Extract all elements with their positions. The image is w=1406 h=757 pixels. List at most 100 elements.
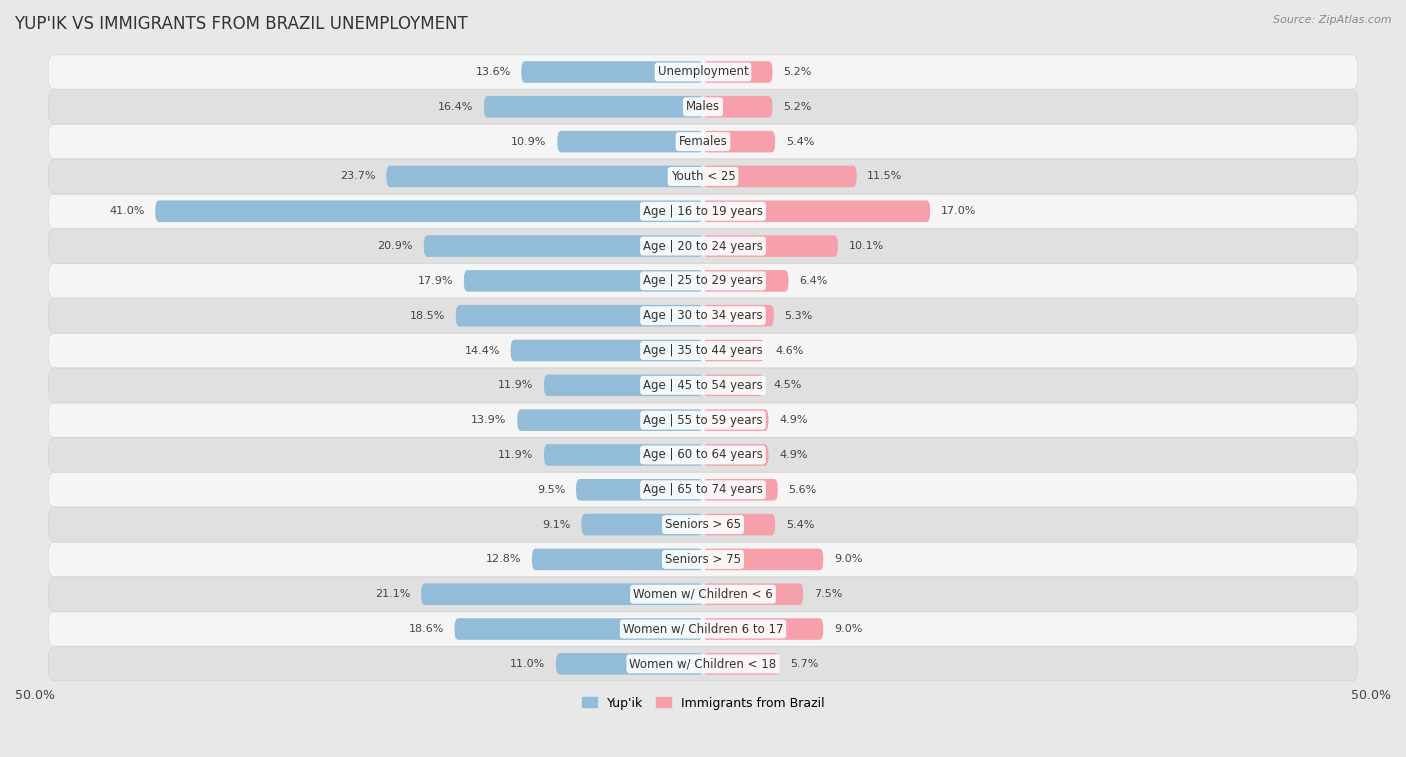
Text: Age | 60 to 64 years: Age | 60 to 64 years [643, 448, 763, 462]
FancyBboxPatch shape [703, 201, 931, 222]
Text: 4.6%: 4.6% [775, 345, 803, 356]
Text: Females: Females [679, 136, 727, 148]
FancyBboxPatch shape [703, 584, 803, 605]
FancyBboxPatch shape [48, 507, 1358, 542]
FancyBboxPatch shape [576, 479, 703, 500]
Text: 4.5%: 4.5% [773, 380, 803, 391]
FancyBboxPatch shape [464, 270, 703, 291]
FancyBboxPatch shape [48, 55, 1358, 89]
Legend: Yup'ik, Immigrants from Brazil: Yup'ik, Immigrants from Brazil [576, 692, 830, 715]
FancyBboxPatch shape [510, 340, 703, 361]
FancyBboxPatch shape [48, 542, 1358, 577]
Text: Seniors > 75: Seniors > 75 [665, 553, 741, 566]
FancyBboxPatch shape [703, 375, 763, 396]
Text: 9.5%: 9.5% [537, 484, 565, 495]
FancyBboxPatch shape [423, 235, 703, 257]
FancyBboxPatch shape [703, 270, 789, 291]
Text: Women w/ Children < 6: Women w/ Children < 6 [633, 587, 773, 601]
FancyBboxPatch shape [703, 96, 772, 117]
Text: Age | 65 to 74 years: Age | 65 to 74 years [643, 483, 763, 497]
FancyBboxPatch shape [422, 584, 703, 605]
Text: 10.1%: 10.1% [849, 241, 884, 251]
FancyBboxPatch shape [557, 131, 703, 152]
Text: 17.9%: 17.9% [418, 276, 453, 286]
Text: 13.6%: 13.6% [475, 67, 510, 77]
FancyBboxPatch shape [703, 479, 778, 500]
FancyBboxPatch shape [703, 653, 779, 674]
Text: 9.0%: 9.0% [834, 554, 862, 565]
Text: 5.2%: 5.2% [783, 101, 811, 112]
Text: Age | 35 to 44 years: Age | 35 to 44 years [643, 344, 763, 357]
Text: 5.2%: 5.2% [783, 67, 811, 77]
FancyBboxPatch shape [517, 410, 703, 431]
FancyBboxPatch shape [48, 577, 1358, 612]
Text: YUP'IK VS IMMIGRANTS FROM BRAZIL UNEMPLOYMENT: YUP'IK VS IMMIGRANTS FROM BRAZIL UNEMPLO… [14, 15, 468, 33]
Text: 10.9%: 10.9% [512, 136, 547, 147]
Text: 5.4%: 5.4% [786, 136, 814, 147]
Text: Age | 30 to 34 years: Age | 30 to 34 years [643, 309, 763, 322]
Text: 9.1%: 9.1% [543, 519, 571, 530]
Text: 11.0%: 11.0% [510, 659, 546, 669]
Text: 20.9%: 20.9% [378, 241, 413, 251]
Text: 23.7%: 23.7% [340, 171, 375, 182]
Text: Age | 25 to 29 years: Age | 25 to 29 years [643, 274, 763, 288]
FancyBboxPatch shape [48, 646, 1358, 681]
FancyBboxPatch shape [703, 305, 773, 326]
FancyBboxPatch shape [48, 229, 1358, 263]
Text: 4.9%: 4.9% [779, 450, 807, 460]
Text: Age | 55 to 59 years: Age | 55 to 59 years [643, 413, 763, 427]
Text: Males: Males [686, 101, 720, 114]
Text: 16.4%: 16.4% [437, 101, 474, 112]
FancyBboxPatch shape [48, 472, 1358, 507]
FancyBboxPatch shape [48, 333, 1358, 368]
Text: 18.6%: 18.6% [408, 624, 444, 634]
Text: 13.9%: 13.9% [471, 415, 506, 425]
FancyBboxPatch shape [48, 90, 1358, 124]
Text: 21.1%: 21.1% [375, 589, 411, 600]
Text: 17.0%: 17.0% [941, 206, 976, 217]
Text: 41.0%: 41.0% [110, 206, 145, 217]
Text: 6.4%: 6.4% [799, 276, 828, 286]
FancyBboxPatch shape [703, 514, 775, 535]
FancyBboxPatch shape [703, 61, 772, 83]
Text: 5.7%: 5.7% [790, 659, 818, 669]
FancyBboxPatch shape [531, 549, 703, 570]
FancyBboxPatch shape [582, 514, 703, 535]
FancyBboxPatch shape [48, 299, 1358, 333]
Text: 4.9%: 4.9% [779, 415, 807, 425]
FancyBboxPatch shape [703, 340, 765, 361]
FancyBboxPatch shape [48, 264, 1358, 298]
Text: Unemployment: Unemployment [658, 66, 748, 79]
Text: Women w/ Children 6 to 17: Women w/ Children 6 to 17 [623, 622, 783, 636]
FancyBboxPatch shape [544, 444, 703, 466]
FancyBboxPatch shape [48, 612, 1358, 646]
FancyBboxPatch shape [48, 125, 1358, 159]
Text: 11.9%: 11.9% [498, 380, 533, 391]
Text: Seniors > 65: Seniors > 65 [665, 518, 741, 531]
FancyBboxPatch shape [48, 438, 1358, 472]
Text: Women w/ Children < 18: Women w/ Children < 18 [630, 657, 776, 671]
FancyBboxPatch shape [155, 201, 703, 222]
Text: 5.6%: 5.6% [789, 484, 817, 495]
Text: 11.5%: 11.5% [868, 171, 903, 182]
FancyBboxPatch shape [703, 444, 769, 466]
Text: 14.4%: 14.4% [464, 345, 501, 356]
Text: 11.9%: 11.9% [498, 450, 533, 460]
FancyBboxPatch shape [703, 410, 769, 431]
Text: 9.0%: 9.0% [834, 624, 862, 634]
Text: 5.3%: 5.3% [785, 310, 813, 321]
Text: Age | 16 to 19 years: Age | 16 to 19 years [643, 204, 763, 218]
FancyBboxPatch shape [456, 305, 703, 326]
FancyBboxPatch shape [703, 235, 838, 257]
FancyBboxPatch shape [387, 166, 703, 187]
FancyBboxPatch shape [522, 61, 703, 83]
FancyBboxPatch shape [703, 549, 824, 570]
Text: 7.5%: 7.5% [814, 589, 842, 600]
FancyBboxPatch shape [544, 375, 703, 396]
FancyBboxPatch shape [454, 618, 703, 640]
FancyBboxPatch shape [48, 403, 1358, 438]
FancyBboxPatch shape [48, 160, 1358, 194]
FancyBboxPatch shape [703, 166, 856, 187]
FancyBboxPatch shape [484, 96, 703, 117]
Text: 12.8%: 12.8% [486, 554, 522, 565]
